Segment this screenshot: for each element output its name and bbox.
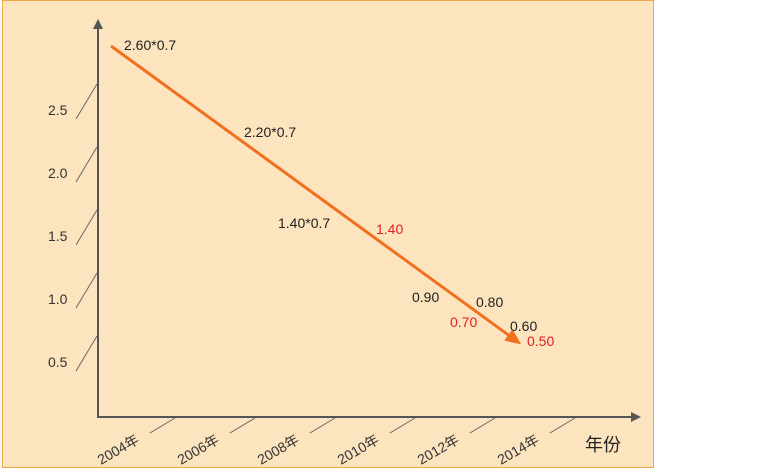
x-tick-mark [149, 417, 176, 434]
y-tick-mark [75, 335, 98, 372]
x-tick-label: 2006年 [175, 431, 222, 467]
x-tick-mark [389, 417, 416, 434]
x-tick-label: 2012年 [415, 431, 462, 467]
data-label: 0.70 [450, 314, 477, 330]
y-tick-mark [75, 83, 98, 120]
trend-arrow [110, 44, 522, 345]
annotation-group: 2.60*0.7 2.20*0.7 1.40*0.7 1.40 0.90 0.80 0.70… [124, 37, 554, 349]
y-tick-label: 1.5 [48, 228, 68, 244]
y-tick-mark [75, 209, 98, 246]
data-label: 0.90 [412, 289, 439, 305]
x-tick-label: 2014年 [495, 431, 542, 467]
x-tick-mark [309, 417, 336, 434]
chart-panel [2, 0, 654, 468]
x-axis-label: 年份 [585, 435, 621, 455]
x-tick-group: 2004年 2006年 2008年 2010年 2012年 2014年 [95, 417, 576, 468]
x-tick-label: 2010年 [335, 431, 382, 467]
y-tick-group: 0.5 1.0 1.5 2.0 2.5 [48, 83, 98, 372]
y-tick-mark [75, 272, 98, 309]
x-tick-mark [549, 417, 576, 434]
y-tick-label: 2.0 [48, 165, 68, 181]
data-label: 2.20*0.7 [244, 124, 296, 140]
data-label: 0.50 [527, 333, 554, 349]
data-label: 1.40*0.7 [278, 215, 330, 231]
x-tick-mark [229, 417, 256, 434]
y-tick-mark [75, 146, 98, 183]
y-tick-label: 2.5 [48, 102, 68, 118]
y-tick-label: 0.5 [48, 354, 68, 370]
data-label: 2.60*0.7 [124, 37, 176, 53]
data-label: 1.40 [376, 221, 403, 237]
x-tick-mark [469, 417, 496, 434]
data-label: 0.80 [476, 294, 503, 310]
y-tick-label: 1.0 [48, 291, 68, 307]
x-tick-label: 2008年 [255, 431, 302, 467]
data-label: 0.60 [510, 318, 537, 334]
x-tick-label: 2004年 [95, 431, 142, 467]
